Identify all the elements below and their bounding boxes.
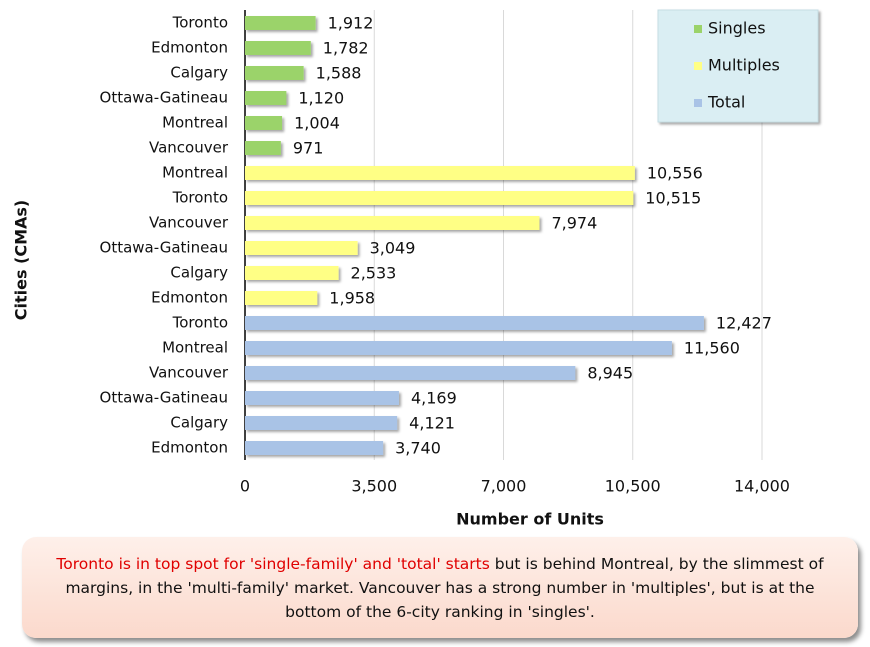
bar (245, 241, 358, 255)
bar (245, 116, 283, 130)
y-tick-label: Calgary (170, 414, 228, 432)
value-label: 10,556 (647, 164, 703, 183)
bar (245, 416, 398, 430)
x-tick-label: 0 (240, 477, 250, 496)
bar (245, 41, 311, 55)
x-axis-title: Number of Units (456, 510, 604, 529)
bar (245, 391, 399, 405)
value-label: 10,515 (645, 189, 701, 208)
bar (245, 191, 634, 205)
value-label: 1,782 (323, 39, 369, 58)
value-label: 2,533 (351, 264, 397, 283)
annotation-text: Toronto is in top spot for 'single-famil… (40, 552, 840, 624)
x-tick-label: 7,000 (481, 477, 527, 496)
value-label: 8,945 (587, 364, 633, 383)
value-label: 971 (293, 139, 324, 158)
bar (245, 341, 672, 355)
y-tick-label: Edmonton (151, 289, 228, 307)
y-tick-label: Montreal (162, 339, 228, 357)
bar (245, 216, 540, 230)
value-label: 4,121 (409, 414, 455, 433)
bar (245, 266, 339, 280)
y-tick-label: Montreal (162, 114, 228, 132)
legend-label: Multiples (708, 56, 780, 75)
value-label: 1,912 (328, 14, 374, 33)
bar (245, 91, 287, 105)
legend-label: Singles (708, 19, 766, 38)
bar (245, 366, 576, 380)
x-tick-label: 3,500 (351, 477, 397, 496)
y-tick-label: Calgary (170, 64, 228, 82)
value-label: 1,958 (329, 289, 375, 308)
annotation-body: but is behind Montreal, by the slimmest … (65, 554, 824, 621)
value-label: 3,049 (370, 239, 416, 258)
y-tick-label: Calgary (170, 264, 228, 282)
y-tick-label: Toronto (172, 14, 228, 32)
y-tick-label: Vancouver (149, 364, 229, 382)
legend-label: Total (707, 93, 745, 112)
annotation-highlight: Toronto is in top spot for 'single-famil… (56, 554, 490, 573)
y-tick-label: Ottawa-Gatineau (100, 89, 228, 107)
x-tick-label: 10,500 (605, 477, 661, 496)
bar (245, 16, 316, 30)
value-label: 11,560 (684, 339, 740, 358)
value-label: 7,974 (551, 214, 597, 233)
bar (245, 316, 704, 330)
y-tick-label: Vancouver (149, 139, 229, 157)
value-label: 1,588 (316, 64, 362, 83)
value-label: 3,740 (395, 439, 441, 458)
value-label: 4,169 (411, 389, 457, 408)
y-tick-label: Vancouver (149, 214, 229, 232)
value-label: 1,004 (294, 114, 340, 133)
legend-swatch (694, 25, 702, 33)
value-label: 1,120 (298, 89, 344, 108)
y-axis-title: Cities (CMAs) (12, 200, 31, 321)
bar (245, 141, 281, 155)
x-tick-label: 14,000 (734, 477, 790, 496)
bar (245, 291, 318, 305)
legend-swatch (694, 62, 702, 70)
bar (245, 166, 635, 180)
y-tick-label: Edmonton (151, 439, 228, 457)
y-tick-label: Edmonton (151, 39, 228, 57)
bar (245, 441, 384, 455)
legend-box (657, 9, 819, 123)
chart: Number of Units Cities (CMAs) 0 3,500 7,00… (12, 9, 819, 529)
annotation: Toronto is in top spot for 'single-famil… (22, 537, 858, 638)
y-tick-label: Ottawa-Gatineau (100, 239, 228, 257)
y-tick-label: Montreal (162, 164, 228, 182)
bar (245, 66, 304, 80)
legend-swatch (694, 99, 702, 107)
value-label: 12,427 (716, 314, 772, 333)
y-tick-label: Toronto (172, 189, 228, 207)
y-tick-label: Toronto (172, 314, 228, 332)
y-tick-label: Ottawa-Gatineau (100, 389, 228, 407)
legend: Singles Multiples Total (657, 9, 819, 123)
